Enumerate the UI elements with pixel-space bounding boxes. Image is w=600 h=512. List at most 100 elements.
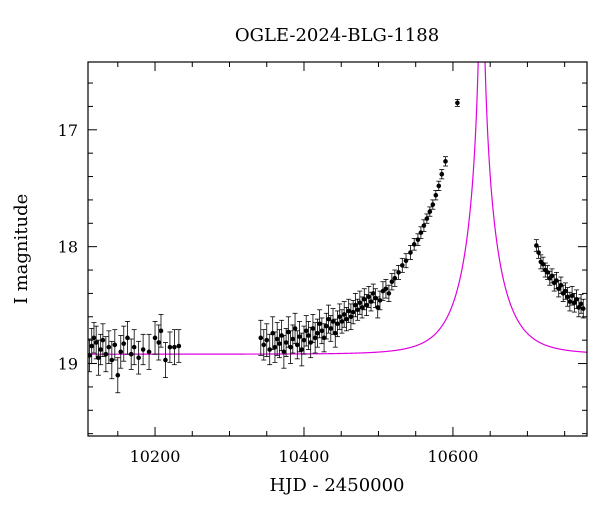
data-point — [276, 329, 282, 359]
data-point — [424, 213, 430, 224]
data-point — [171, 329, 177, 366]
data-point — [335, 310, 340, 338]
y-tick-label: 17 — [58, 121, 78, 140]
data-point — [578, 294, 584, 314]
data-point — [103, 336, 109, 373]
data-point — [361, 288, 367, 311]
data-point — [285, 316, 291, 348]
data-point — [112, 329, 118, 361]
data-point — [386, 284, 392, 302]
data-point — [569, 285, 575, 306]
data-point — [436, 180, 442, 191]
data-point — [454, 99, 460, 107]
plot-frame — [87, 61, 588, 437]
y-tick-label: 19 — [58, 355, 78, 374]
data-point — [305, 321, 311, 350]
data-point — [439, 169, 445, 180]
data-point — [536, 246, 542, 259]
chart-title: OGLE-2024-BLG-1188 — [235, 25, 439, 46]
data-point — [270, 316, 276, 350]
data-point — [565, 287, 571, 307]
data-point — [89, 328, 95, 364]
data-point — [118, 335, 124, 369]
data-point — [352, 293, 358, 318]
data-point — [430, 199, 436, 210]
data-point — [418, 226, 424, 239]
data-point — [571, 293, 577, 313]
data-point — [556, 280, 562, 298]
data-point — [281, 335, 287, 369]
data-point — [377, 290, 383, 311]
data-point — [158, 314, 164, 348]
data-point — [292, 312, 298, 345]
data-point — [368, 291, 374, 312]
data-point — [91, 322, 97, 354]
data-point — [337, 303, 343, 331]
data-point — [533, 239, 539, 252]
data-point — [106, 330, 112, 364]
data-point — [364, 294, 370, 317]
data-point — [115, 357, 121, 394]
data-point — [357, 290, 363, 315]
data-point — [288, 330, 294, 364]
data-point — [131, 329, 137, 366]
data-point — [303, 315, 309, 347]
data-point — [380, 281, 386, 301]
data-point — [290, 324, 296, 354]
data-point — [421, 219, 427, 232]
data-point — [261, 329, 267, 361]
data-point — [403, 253, 409, 269]
data-point — [176, 329, 182, 363]
data-point — [319, 317, 325, 345]
x-tick-label: 10200 — [130, 447, 181, 466]
data-point — [98, 333, 104, 366]
data-point — [128, 338, 134, 370]
data-point — [294, 330, 300, 360]
data-point — [95, 339, 101, 376]
data-point — [274, 322, 280, 356]
y-tick-label: 18 — [58, 238, 78, 257]
data-point — [321, 323, 327, 353]
data-point — [317, 309, 323, 339]
data-point — [323, 312, 329, 340]
model-curve — [88, 62, 587, 355]
data-point — [283, 328, 289, 357]
data-point — [146, 333, 152, 370]
data-point — [140, 333, 146, 366]
data-point — [427, 206, 433, 217]
data-point — [366, 285, 372, 308]
data-point — [399, 257, 405, 273]
data-point — [136, 340, 142, 375]
data-point — [433, 190, 439, 201]
data-point — [109, 340, 115, 380]
data-point — [167, 331, 173, 363]
data-point — [407, 245, 413, 260]
x-axis-label: HJD - 2450000 — [269, 475, 404, 496]
data-point — [389, 273, 395, 291]
data-point — [339, 309, 345, 334]
data-point — [297, 321, 303, 353]
data-point — [348, 303, 354, 331]
data-point — [350, 300, 356, 325]
data-point — [392, 269, 398, 287]
data-point — [328, 315, 334, 342]
data-point — [312, 322, 318, 354]
data-point — [152, 321, 158, 355]
y-axis-label: I magnitude — [11, 194, 32, 305]
data-point — [370, 283, 376, 304]
data-point — [346, 298, 352, 324]
data-point — [267, 333, 273, 366]
data-point — [264, 323, 270, 357]
data-point — [580, 298, 586, 319]
data-point — [383, 278, 389, 299]
data-point — [258, 319, 264, 356]
data-point — [121, 325, 127, 362]
data-point — [299, 332, 305, 367]
x-tick-label: 10600 — [427, 447, 478, 466]
x-tick-label: 10400 — [279, 447, 330, 466]
data-point — [124, 321, 130, 355]
data-point — [359, 296, 365, 319]
data-point — [341, 301, 347, 328]
data-point — [88, 338, 92, 373]
